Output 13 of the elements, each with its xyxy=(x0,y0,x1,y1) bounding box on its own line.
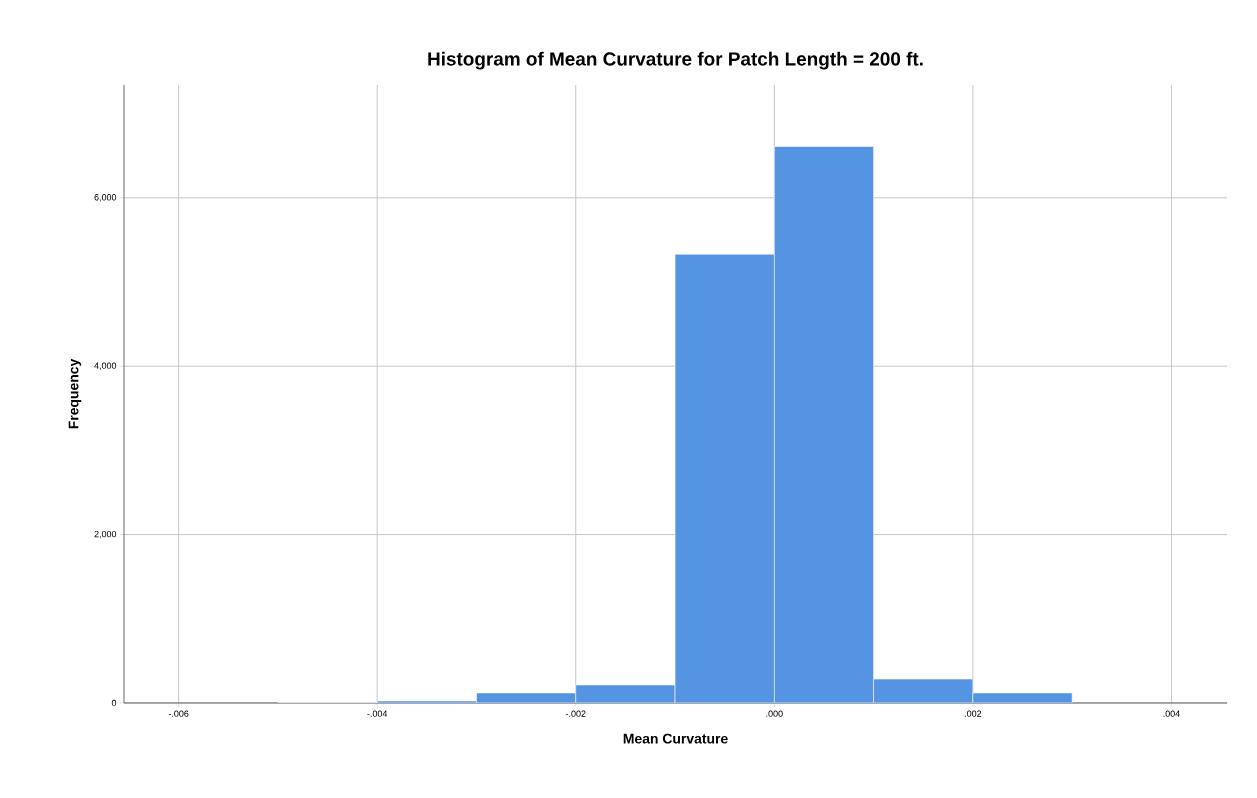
x-tick-label: -.006 xyxy=(168,710,189,717)
x-axis-title: Mean Curvature xyxy=(623,733,728,744)
y-tick-label: 4,000 xyxy=(94,362,117,370)
x-tick-label: .000 xyxy=(766,710,783,717)
x-tick-label: .004 xyxy=(1163,710,1180,717)
x-tick-label: -.004 xyxy=(367,710,388,717)
y-axis-title: Frequency xyxy=(68,358,82,429)
chart-title: Histogram of Mean Curvature for Patch Length = 200 ft. xyxy=(428,51,923,70)
x-tick-label: -.002 xyxy=(565,710,586,717)
x-tick-label: .002 xyxy=(964,710,982,717)
y-tick-label: 0 xyxy=(111,699,117,707)
y-tick-label: 2,000 xyxy=(94,530,117,539)
y-tick-label: 6,000 xyxy=(94,194,117,202)
